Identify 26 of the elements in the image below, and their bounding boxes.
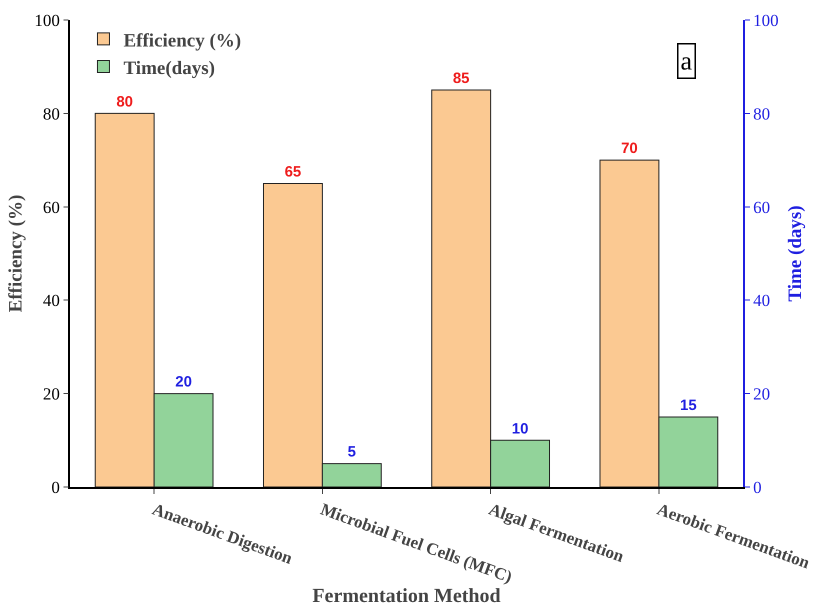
data-label: 15 <box>680 396 697 414</box>
data-label: 65 <box>284 163 302 180</box>
legend-label: Time(days) <box>123 58 215 79</box>
annotation: a <box>680 46 692 76</box>
y-tick-label: 100 <box>34 10 60 30</box>
y-tick-label: 40 <box>42 291 60 310</box>
y2-tick-label: 80 <box>753 104 770 124</box>
legend-label: Efficiency (%) <box>123 30 242 52</box>
y2-axis-title: Time (days) <box>785 205 806 302</box>
y2-tick-label: 0 <box>753 478 762 497</box>
x-axis-title: Fermentation Method <box>312 585 501 607</box>
y2-tick-label: 100 <box>753 10 779 30</box>
y2-tick-label: 20 <box>753 384 770 404</box>
y-tick-label: 80 <box>42 104 60 124</box>
data-label: 85 <box>452 70 470 88</box>
y-tick-label: 60 <box>42 198 60 217</box>
y2-tick-label: 60 <box>753 198 770 217</box>
y-tick-label: 20 <box>42 384 60 404</box>
data-label: 80 <box>116 93 134 110</box>
y2-tick-label: 40 <box>753 291 770 310</box>
data-label: 10 <box>512 420 528 438</box>
y-tick-label: 0 <box>51 478 60 497</box>
data-label: 70 <box>621 140 638 158</box>
data-label: 5 <box>348 444 356 461</box>
data-label: 20 <box>175 374 192 391</box>
y-axis-title: Efficiency (%) <box>6 194 26 312</box>
